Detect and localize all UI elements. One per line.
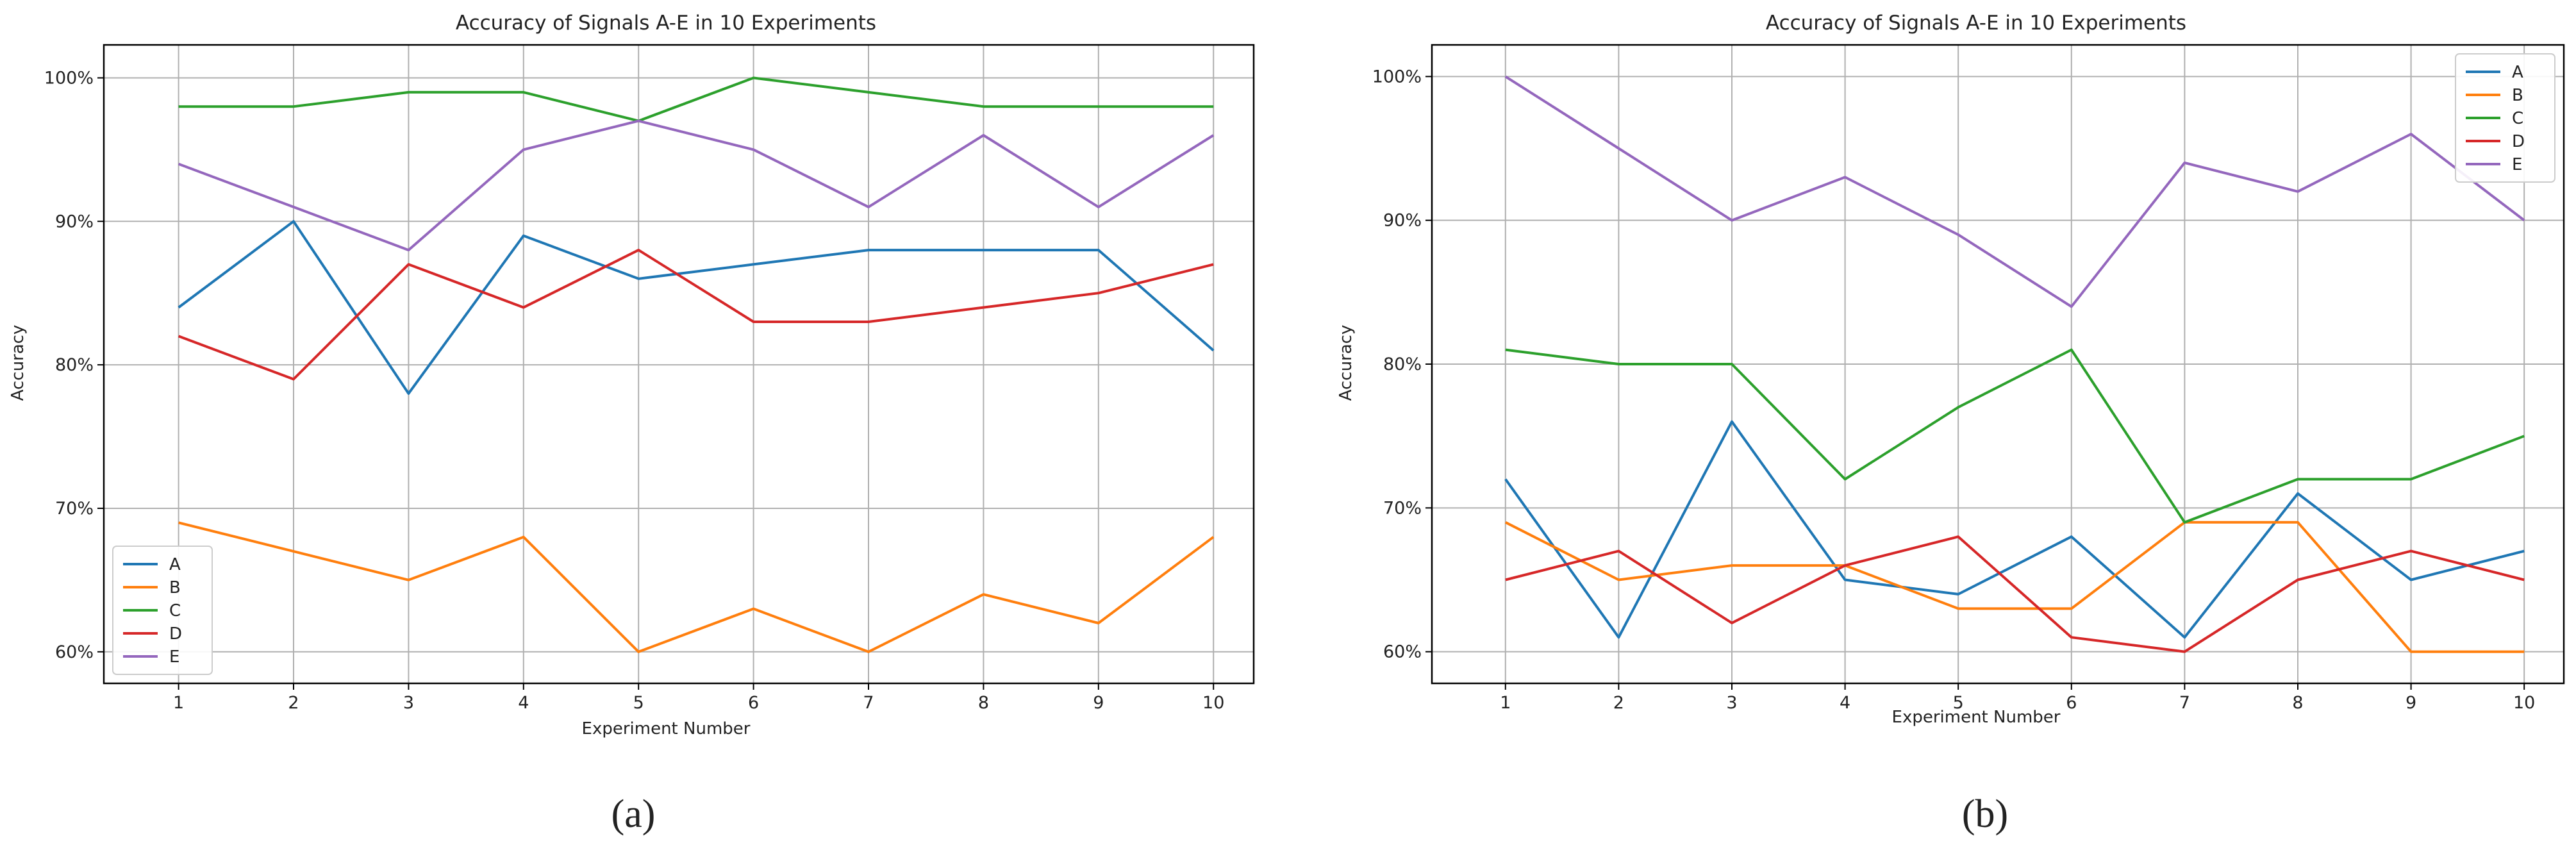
x-tick-label: 10: [2513, 693, 2535, 713]
x-tick-label: 8: [2292, 693, 2303, 713]
y-tick-label: 80%: [1383, 354, 1422, 374]
x-tick-label: 10: [1202, 693, 1224, 713]
x-tick-label: 7: [863, 693, 874, 713]
series-line-b-b: [1504, 521, 2525, 653]
series-line-b-a: [178, 521, 1215, 653]
legend-label-d: D: [169, 624, 182, 644]
legend-box: [112, 546, 213, 675]
legend-label-b: B: [2512, 86, 2523, 105]
legend-label-e: E: [169, 647, 179, 667]
chart-panel-a: Accuracy of Signals A-E in 10 Experiment…: [8, 12, 1255, 836]
x-tick-label: 9: [2406, 693, 2416, 713]
series-line-d-a: [178, 249, 1214, 381]
chart-title-b: Accuracy of Signals A-E in 10 Experiment…: [1766, 12, 2186, 35]
series-line-e-a: [178, 119, 1215, 252]
series-line-e-b: [1504, 75, 2525, 308]
legend-box: [2455, 53, 2555, 183]
x-axis-label-b: Experiment Number: [1892, 708, 2061, 727]
figure-caption-a: (a): [611, 792, 656, 836]
chart-panel-b: Accuracy of Signals A-E in 10 Experiment…: [1336, 12, 2565, 836]
y-tick-label: 90%: [55, 212, 94, 231]
legend-label-d: D: [2512, 132, 2525, 151]
legend-label-a: A: [169, 555, 181, 574]
legend-label-c: C: [2512, 109, 2523, 128]
y-tick-label: 60%: [1383, 642, 1422, 662]
figure-caption-b: (b): [1962, 792, 2008, 836]
series-line-d-b: [1505, 535, 2525, 653]
x-tick-label: 9: [1093, 693, 1104, 713]
x-tick-label: 5: [1953, 693, 1964, 713]
chart-title-a: Accuracy of Signals A-E in 10 Experiment…: [456, 12, 876, 35]
x-tick-label: 2: [288, 693, 299, 713]
plot-frame-a: [103, 44, 1255, 685]
y-tick-label: 90%: [1383, 211, 1422, 231]
y-tick-label: 70%: [55, 499, 94, 519]
x-tick-label: 1: [173, 693, 184, 713]
y-tick-label: 100%: [1372, 67, 1422, 87]
x-tick-label: 1: [1500, 693, 1511, 713]
x-tick-label: 5: [633, 693, 644, 713]
legend-label-a: A: [2512, 63, 2523, 82]
legend-label-b: B: [169, 578, 181, 597]
series-line-c-a: [178, 76, 1214, 122]
x-tick-label: 4: [1840, 693, 1850, 713]
series-line-c-b: [1505, 348, 2525, 524]
x-tick-label: 7: [2179, 693, 2190, 713]
x-tick-label: 8: [978, 693, 989, 713]
series-line-a-a: [178, 220, 1215, 395]
x-tick-label: 2: [1613, 693, 1624, 713]
y-tick-label: 100%: [44, 68, 94, 88]
x-tick-label: 6: [748, 693, 759, 713]
legend-label-c: C: [169, 601, 181, 621]
legend-label-e: E: [2512, 155, 2522, 174]
y-tick-label: 80%: [55, 355, 94, 375]
x-tick-label: 6: [2066, 693, 2077, 713]
series-line-a-b: [1504, 420, 2525, 639]
x-tick-label: 3: [1726, 693, 1737, 713]
x-axis-label-a: Experiment Number: [582, 719, 751, 738]
x-tick-label: 4: [518, 693, 529, 713]
x-tick-label: 3: [403, 693, 414, 713]
y-axis-label-b: Accuracy: [1336, 325, 1356, 401]
y-tick-label: 70%: [1383, 498, 1422, 518]
y-tick-label: 60%: [55, 642, 94, 662]
y-axis-label-a: Accuracy: [8, 325, 28, 401]
